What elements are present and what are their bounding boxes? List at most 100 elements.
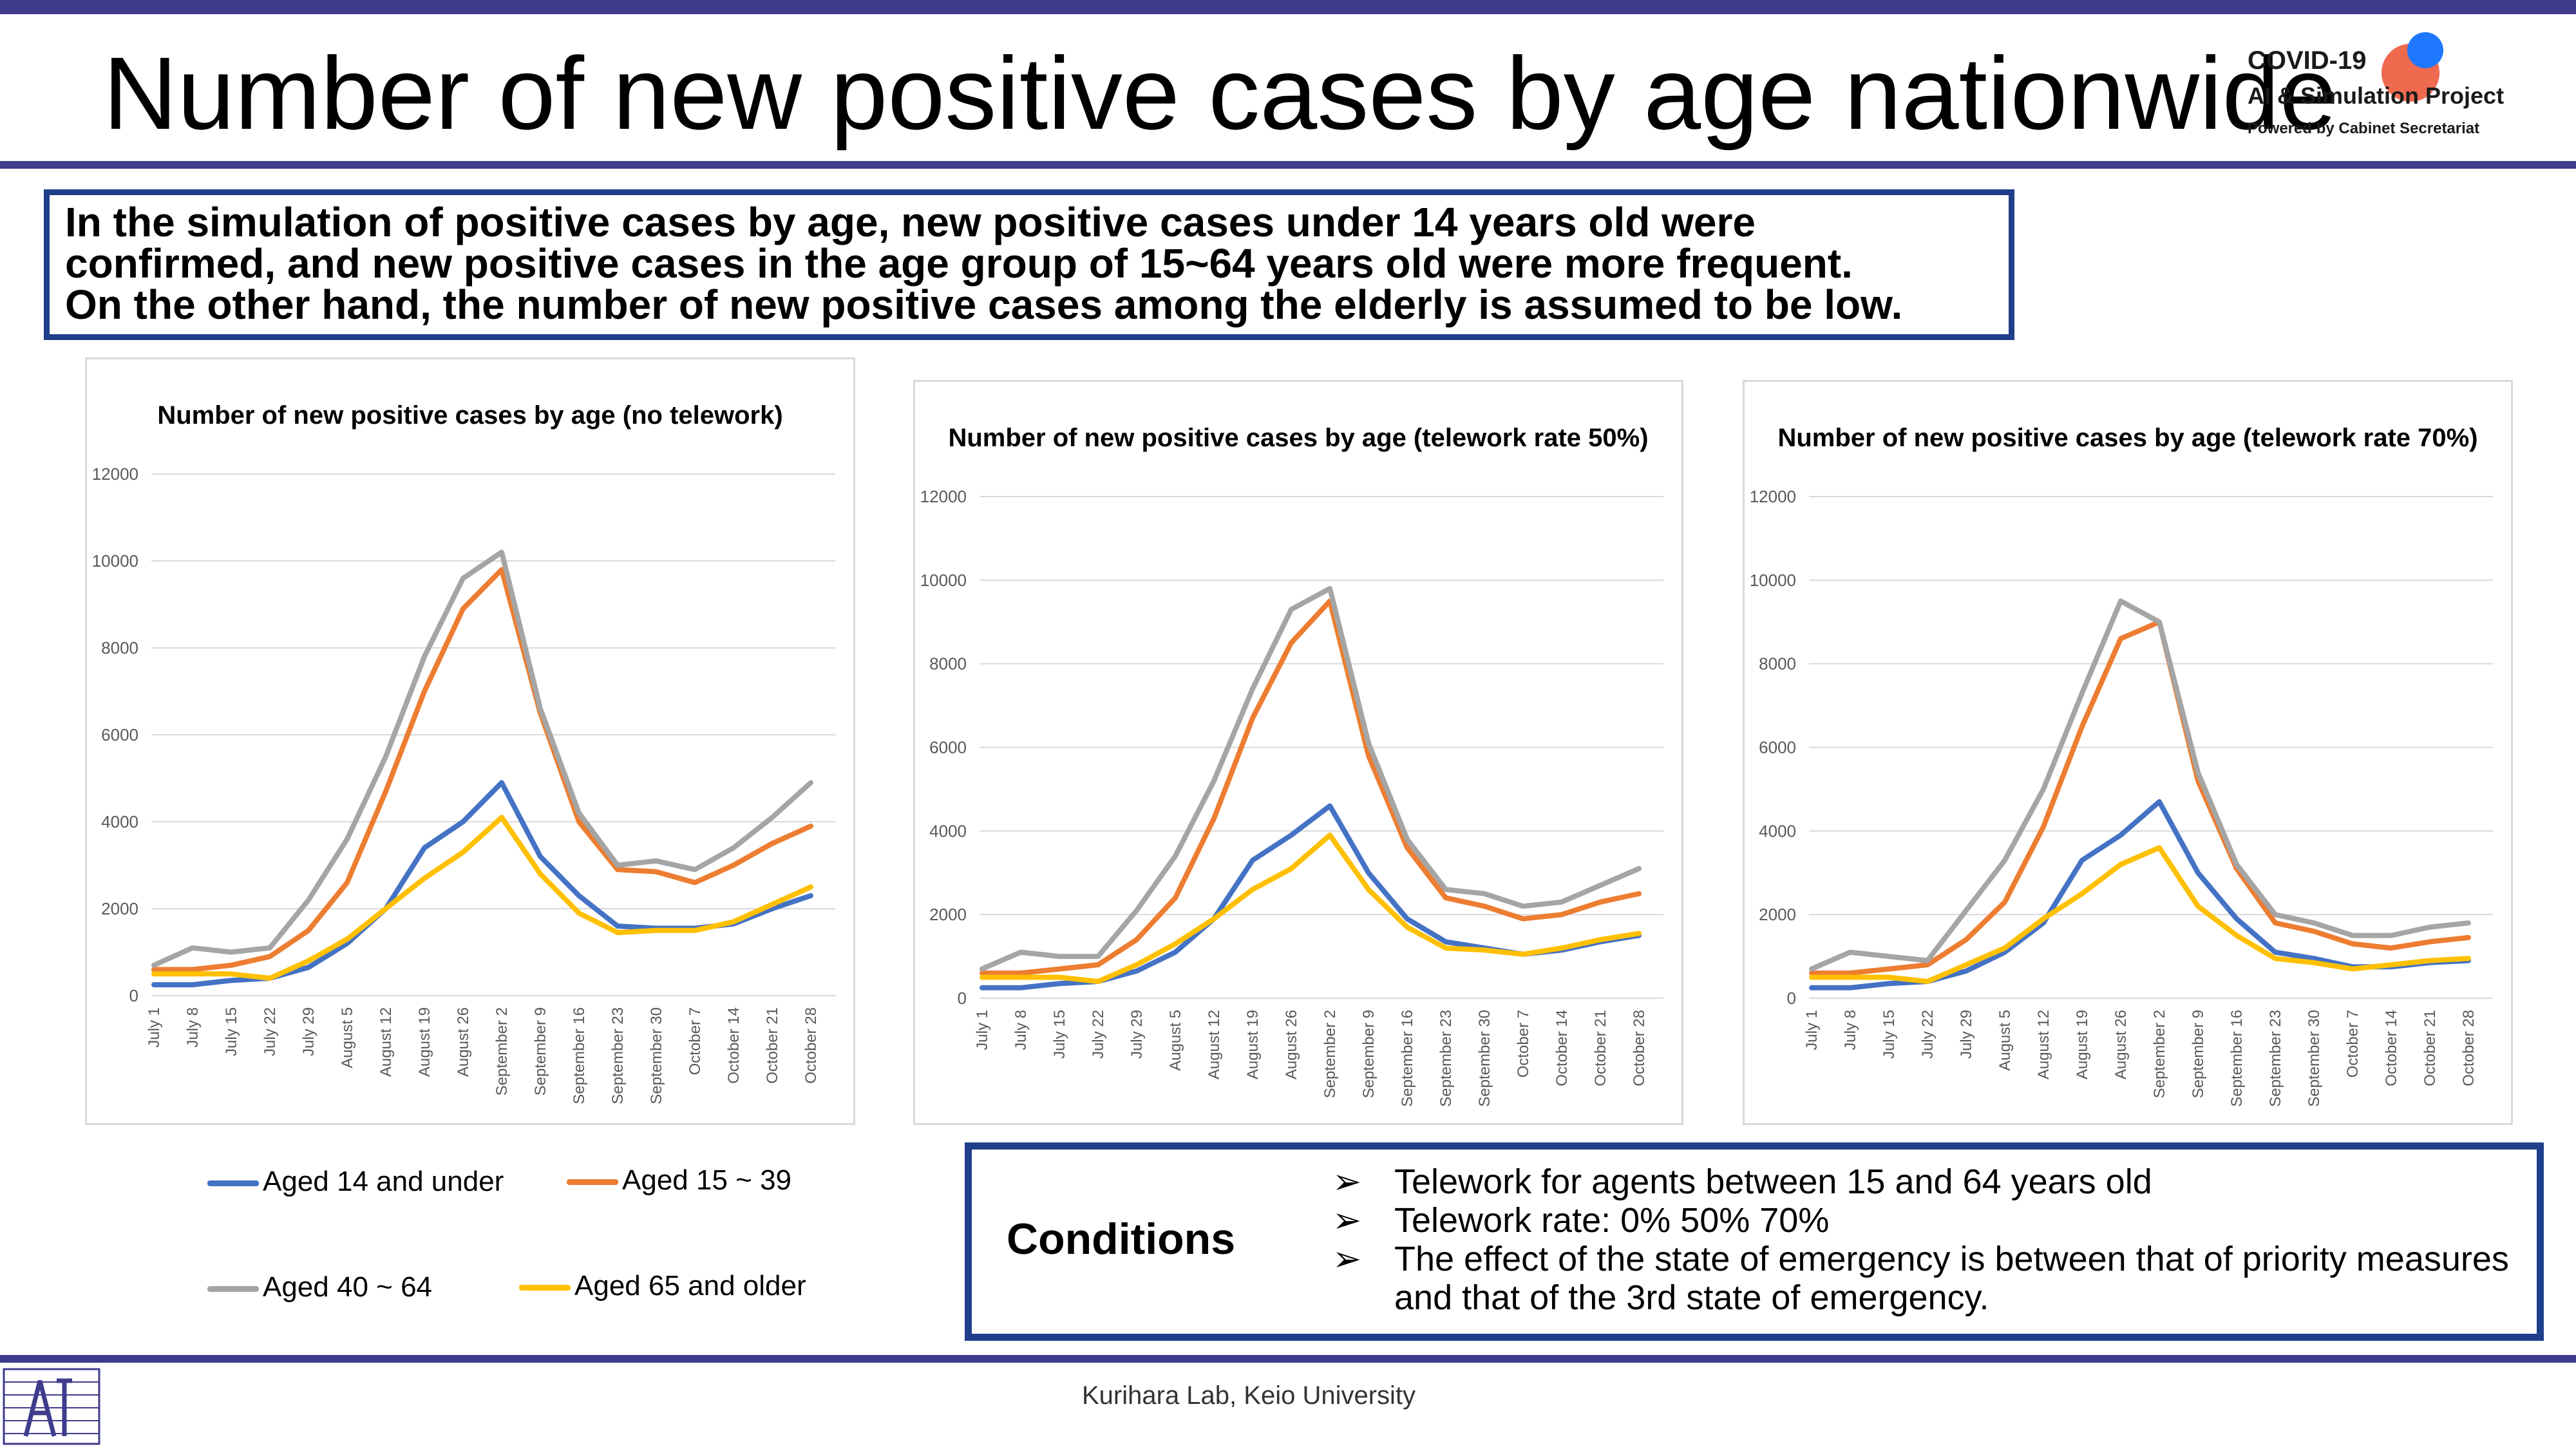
x-tick-label: July 29 [1128, 1010, 1146, 1059]
x-tick-label: October 28 [2460, 1010, 2477, 1086]
summary-box: In the simulation of positive cases by a… [44, 189, 2014, 340]
y-tick-label: 0 [129, 986, 138, 1005]
series-line-aged-40-64 [980, 585, 1642, 972]
y-tick-label: 12000 [1750, 487, 1796, 506]
x-tick-label: July 22 [1919, 1010, 1937, 1059]
series-line-aged-65-and-older [980, 832, 1642, 984]
y-tick-label: 2000 [1759, 905, 1796, 924]
top-bar [0, 0, 2576, 14]
logo-line-1: COVID-19 [2248, 46, 2367, 75]
y-tick-label: 10000 [920, 571, 967, 590]
arrow-bullet-icon: ➢ [1332, 1240, 1362, 1278]
x-tick-label: July 29 [300, 1007, 317, 1056]
x-tick-label: July 8 [1842, 1010, 1859, 1050]
y-tick-label: 0 [1787, 989, 1796, 1008]
x-tick-label: August 5 [1996, 1010, 2014, 1071]
x-tick-label: October 14 [2383, 1010, 2400, 1086]
x-tick-label: July 15 [223, 1007, 240, 1056]
chart-no-telework: Number of new positive cases by age (no … [92, 401, 835, 1104]
legend-swatch [567, 1179, 618, 1185]
lab-logo-icon [3, 1368, 100, 1445]
chart-panel-telework-50: Number of new positive cases by age (tel… [913, 380, 1683, 1125]
legend-swatch [207, 1285, 259, 1292]
page-title: Number of new positive cases by age nati… [103, 35, 2337, 151]
legend-item-aged-65-and-older: Aged 65 and older [519, 1270, 806, 1302]
x-tick-label: September 9 [532, 1007, 549, 1095]
conditions-item-text: Telework rate: 0% 50% 70% [1394, 1201, 1830, 1240]
series-line-aged-15-39 [1809, 619, 2471, 976]
footer-bar [0, 1355, 2576, 1363]
series-line-aged-14-and-under [980, 803, 1642, 990]
legend-item-aged-40-64: Aged 40 ~ 64 [207, 1271, 432, 1303]
x-tick-label: July 29 [1958, 1010, 1975, 1059]
x-tick-label: September 30 [2306, 1010, 2323, 1107]
arrow-bullet-icon: ➢ [1332, 1201, 1362, 1240]
chart-panel-no-telework: Number of new positive cases by age (no … [85, 357, 855, 1125]
chart-panel-telework-70: Number of new positive cases by age (tel… [1743, 380, 2513, 1125]
chart-legend: Aged 14 and under Aged 15 ~ 39 Aged 40 ~… [187, 1153, 882, 1320]
legend-swatch [207, 1180, 259, 1186]
x-tick-label: September 23 [1437, 1010, 1455, 1107]
logo-line-2: AI & Simulation Project [2248, 82, 2505, 109]
y-tick-label: 12000 [920, 487, 967, 506]
y-tick-label: 8000 [101, 638, 138, 658]
x-tick-label: October 21 [764, 1007, 781, 1084]
conditions-item: and that of the 3rd state of emergency. [1332, 1278, 2509, 1317]
x-tick-label: October 14 [725, 1007, 743, 1084]
x-tick-label: August 12 [377, 1007, 395, 1077]
legend-label: Aged 65 and older [574, 1270, 806, 1302]
y-tick-label: 8000 [1759, 654, 1796, 674]
chart-telework-50: Number of new positive cases by age (tel… [920, 424, 1663, 1107]
x-tick-label: October 28 [802, 1007, 820, 1084]
x-tick-label: August 12 [2035, 1010, 2052, 1079]
x-tick-label: September 2 [1321, 1010, 1339, 1098]
conditions-item-text: The effect of the state of emergency is … [1394, 1240, 2509, 1278]
x-tick-label: July 8 [184, 1007, 202, 1048]
x-tick-label: September 9 [1360, 1010, 1378, 1098]
x-tick-label: October 21 [2421, 1010, 2439, 1086]
covid-project-logo: COVID-19 AI & Simulation Project Powered… [2248, 32, 2557, 148]
x-tick-label: September 30 [1476, 1010, 1493, 1107]
x-tick-label: July 1 [974, 1010, 991, 1050]
y-tick-label: 10000 [92, 551, 138, 571]
footer-credit: Kurihara Lab, Keio University [1082, 1381, 1416, 1410]
conditions-title: Conditions [1007, 1215, 1236, 1264]
x-tick-label: September 16 [1399, 1010, 1416, 1107]
series-line-aged-65-and-older [151, 815, 813, 981]
series-line-aged-40-64 [1809, 598, 2471, 972]
x-tick-label: September 9 [2190, 1010, 2207, 1098]
y-tick-label: 2000 [929, 905, 967, 924]
x-tick-label: September 23 [2267, 1010, 2284, 1107]
conditions-item-text: and that of the 3rd state of emergency. [1394, 1278, 1989, 1317]
x-tick-label: July 1 [146, 1007, 163, 1048]
summary-line-1: In the simulation of positive cases by a… [65, 199, 1756, 245]
x-tick-label: October 21 [1592, 1010, 1609, 1086]
y-tick-label: 8000 [929, 654, 967, 674]
x-tick-label: July 1 [1803, 1010, 1821, 1050]
x-tick-label: September 2 [2151, 1010, 2168, 1098]
x-tick-label: September 16 [2228, 1010, 2246, 1107]
y-tick-label: 6000 [101, 725, 138, 744]
series-line-aged-15-39 [151, 567, 813, 972]
summary-line-3: On the other hand, the number of new pos… [65, 281, 1903, 328]
x-tick-label: August 19 [2074, 1010, 2091, 1079]
x-tick-label: September 16 [571, 1007, 588, 1104]
title-underline [0, 161, 2576, 169]
legend-label: Aged 14 and under [263, 1166, 504, 1197]
y-tick-label: 12000 [92, 464, 138, 484]
x-tick-label: September 23 [609, 1007, 627, 1104]
legend-label: Aged 15 ~ 39 [622, 1164, 792, 1196]
x-tick-label: September 2 [493, 1007, 511, 1095]
legend-item-aged-15-39: Aged 15 ~ 39 [567, 1164, 791, 1197]
y-tick-label: 4000 [101, 812, 138, 831]
conditions-item: ➢ Telework rate: 0% 50% 70% [1332, 1201, 2509, 1240]
x-tick-label: October 14 [1553, 1010, 1571, 1086]
conditions-item: ➢ The effect of the state of emergency is… [1332, 1240, 2509, 1278]
x-tick-label: August 5 [1167, 1010, 1184, 1071]
x-tick-label: September 30 [648, 1007, 665, 1104]
y-tick-label: 2000 [101, 899, 138, 918]
y-tick-label: 6000 [929, 738, 967, 757]
y-tick-label: 0 [958, 989, 967, 1008]
x-tick-label: July 22 [1090, 1010, 1107, 1059]
legend-label: Aged 40 ~ 64 [263, 1271, 433, 1303]
